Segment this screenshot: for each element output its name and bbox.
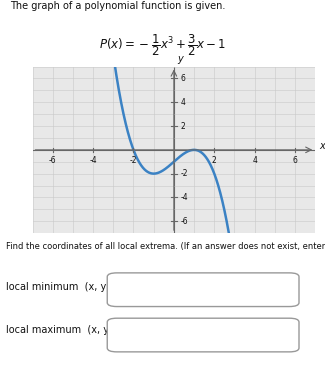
Text: -4: -4 xyxy=(181,193,188,202)
Text: 2: 2 xyxy=(181,122,186,131)
Text: The graph of a polynomial function is given.: The graph of a polynomial function is gi… xyxy=(10,1,225,11)
Text: 6: 6 xyxy=(181,74,186,83)
Text: -4: -4 xyxy=(89,157,97,165)
Text: -2: -2 xyxy=(130,157,137,165)
Text: Find the coordinates of all local extrema. (If an answer does not exist, enter D: Find the coordinates of all local extrem… xyxy=(6,242,325,251)
Text: local maximum  (x, y) =: local maximum (x, y) = xyxy=(6,325,124,335)
Text: y: y xyxy=(177,54,183,64)
Text: x: x xyxy=(319,141,325,151)
Text: -6: -6 xyxy=(49,157,57,165)
Text: 2: 2 xyxy=(212,157,217,165)
Text: 6: 6 xyxy=(292,157,297,165)
Text: -2: -2 xyxy=(181,169,188,178)
Text: 4: 4 xyxy=(252,157,257,165)
Text: $P(x) = -\dfrac{1}{2}x^3 + \dfrac{3}{2}x - 1$: $P(x) = -\dfrac{1}{2}x^3 + \dfrac{3}{2}x… xyxy=(99,32,226,58)
FancyBboxPatch shape xyxy=(107,273,299,306)
FancyBboxPatch shape xyxy=(107,318,299,352)
Text: -6: -6 xyxy=(181,217,188,226)
Text: 4: 4 xyxy=(181,98,186,107)
Text: local minimum  (x, y) =: local minimum (x, y) = xyxy=(6,282,122,292)
